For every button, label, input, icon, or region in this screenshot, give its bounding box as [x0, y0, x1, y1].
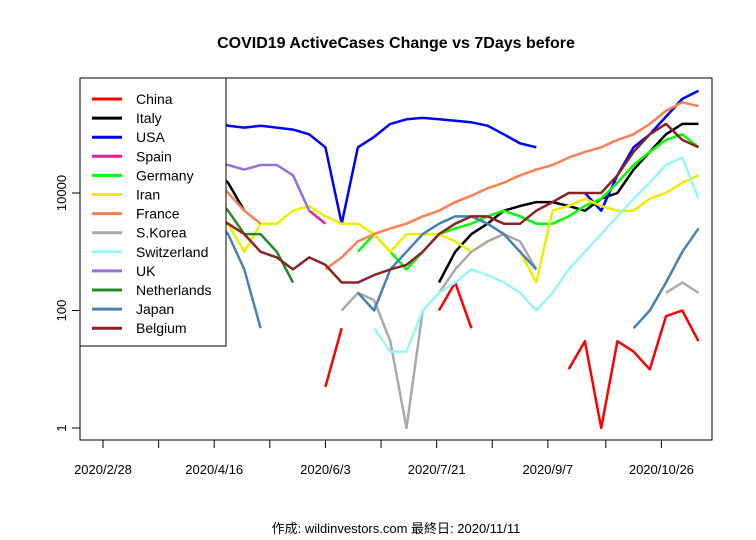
legend-entry: China: [92, 91, 173, 107]
legend-entry: Switzerland: [92, 244, 208, 260]
legend-label: Netherlands: [136, 282, 212, 298]
legend-entry: France: [92, 206, 180, 222]
legend-entry: Iran: [92, 187, 160, 203]
x-tick-label: 2020/7/21: [408, 462, 466, 477]
legend-box: [79, 77, 227, 347]
legend-entry: Belgium: [92, 320, 187, 336]
legend-entry: Germany: [92, 167, 194, 183]
legend-label: Italy: [136, 110, 162, 126]
legend-label: Japan: [136, 301, 174, 317]
x-axis: 2020/2/28 2020/4/16 2020/6/3 2020/7/21 2020/…: [74, 440, 694, 477]
legend-entry: USA: [92, 129, 165, 145]
legend-label: Spain: [136, 148, 172, 164]
legend-label: China: [136, 91, 173, 107]
legend-entry: Spain: [92, 148, 172, 164]
legend-entry: Netherlands: [92, 282, 212, 298]
legend-entry: S.Korea: [92, 225, 187, 241]
legend-label: Iran: [136, 187, 160, 203]
y-tick-label: 10000: [54, 175, 69, 211]
legend-entry: Japan: [92, 301, 174, 317]
legend-label: France: [136, 206, 180, 222]
chart-footer: 作成: wildinvestors.com 最終日: 2020/11/11: [272, 521, 521, 536]
y-axis: 1 100 10000: [54, 175, 80, 432]
legend-entry: Italy: [92, 110, 162, 126]
x-tick-label: 2020/4/16: [185, 462, 243, 477]
legend: China Italy USA Spain Germany Iran France S.Kor…: [79, 77, 227, 347]
y-tick-label: 100: [54, 300, 69, 322]
legend-label: UK: [136, 263, 156, 279]
legend-label: S.Korea: [136, 225, 187, 241]
legend-label: Belgium: [136, 320, 187, 336]
x-tick-label: 2020/6/3: [300, 462, 351, 477]
legend-label: Germany: [136, 167, 194, 183]
legend-label: USA: [136, 129, 165, 145]
x-tick-label: 2020/2/28: [74, 462, 132, 477]
x-tick-label: 2020/9/7: [523, 462, 574, 477]
legend-label: Switzerland: [136, 244, 208, 260]
chart-title: COVID19 ActiveCases Change vs 7Days befo…: [217, 35, 575, 52]
y-tick-label: 1: [54, 424, 69, 431]
x-tick-label: 2020/10/26: [629, 462, 694, 477]
series-line-china: [324, 281, 700, 430]
legend-entry: UK: [92, 263, 156, 279]
